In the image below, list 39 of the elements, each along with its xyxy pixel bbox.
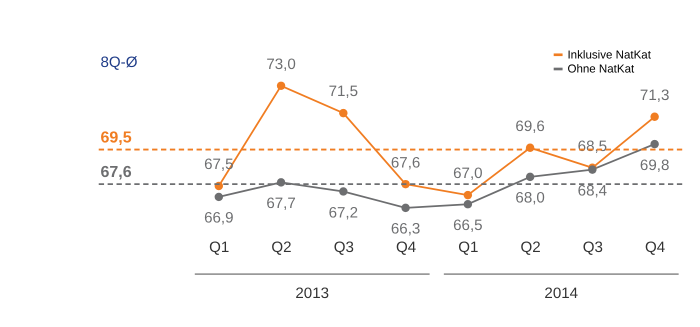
data-label: 66,5: [453, 217, 483, 234]
data-label: 67,0: [453, 165, 483, 182]
data-label: 67,2: [328, 204, 358, 222]
text: 2014: [544, 285, 578, 302]
data-label: 67,6: [390, 154, 420, 172]
data-label: 67,7: [266, 195, 296, 212]
data-label: 66,9: [204, 210, 234, 227]
point: [464, 190, 472, 200]
x-tick-label: Q1: [458, 239, 478, 256]
legend-label: Ohne NatKat: [567, 64, 636, 76]
point: [401, 204, 410, 212]
legend-label: Inklusive NatKat: [567, 49, 652, 62]
x-tick-label: Q1: [209, 239, 230, 256]
x-tick-label: Q3: [334, 239, 354, 256]
data-label: 66,3: [390, 220, 420, 238]
point: [339, 108, 348, 118]
point: [464, 200, 472, 208]
point: [339, 187, 348, 196]
data-label: 68,4: [578, 182, 608, 200]
data-label: 68,0: [515, 190, 545, 207]
x-tick-label: Q4: [645, 239, 666, 256]
x-tick-label: Q2: [520, 239, 541, 256]
text: 2013: [295, 285, 330, 302]
ref-line-label: 67,6: [100, 164, 132, 182]
ref-line-label: 69,5: [100, 129, 132, 146]
x-tick-label: Q3: [582, 239, 603, 256]
point: [214, 192, 224, 202]
data-label: 69,6: [515, 118, 545, 135]
point: [650, 112, 659, 121]
point: [276, 82, 286, 90]
text: 8Q-Ø: [100, 54, 138, 71]
x-tick-label: Q2: [271, 239, 292, 256]
data-label: 73,0: [266, 56, 296, 73]
x-tick-label: Q4: [396, 239, 416, 256]
data-label: 69,8: [640, 156, 670, 174]
data-label: 71,5: [328, 83, 358, 100]
point: [526, 172, 534, 182]
data-label: 71,3: [640, 86, 670, 104]
point: [650, 140, 659, 148]
